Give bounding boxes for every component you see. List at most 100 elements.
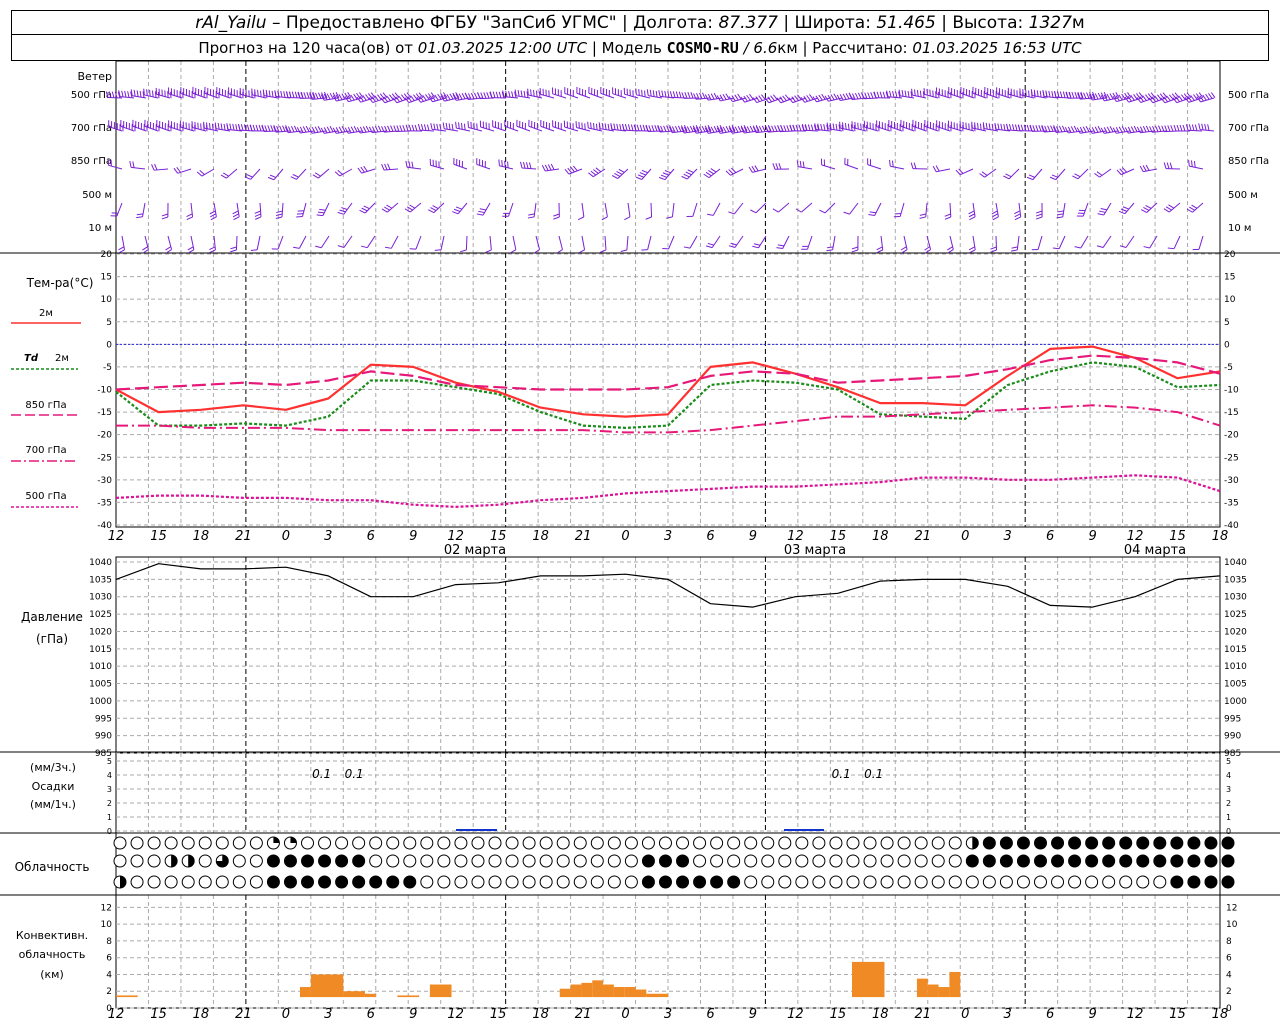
cloud-circle [437, 875, 451, 889]
wind-barb-feather [416, 96, 422, 103]
wind-barb-feather [1011, 124, 1015, 131]
wind-barb-feather [667, 91, 670, 98]
wind-barb-feather [814, 123, 817, 130]
wind-barb-feather [338, 126, 343, 133]
wind-barb-feather [1053, 91, 1057, 98]
wind-barb-feather [1171, 93, 1177, 99]
wind-barb-feather [208, 123, 211, 130]
wind-barb-feather [810, 124, 814, 131]
wind-barb-feather [620, 249, 628, 252]
wind-barb-feather [1026, 176, 1034, 181]
cloud-circle [1102, 836, 1116, 850]
cloud-circle [352, 854, 366, 868]
wind-barb-feather [404, 208, 411, 213]
wind-barb-feather [1147, 93, 1153, 99]
precip-unit-1h: (мм/1ч.) [30, 798, 76, 811]
wind-barb-staff [499, 165, 514, 170]
wind-barb-staff [457, 202, 468, 215]
wind-barb-feather [1062, 91, 1066, 98]
pressure-tick-left: 1005 [89, 680, 112, 690]
wind-barb-feather [1154, 95, 1159, 102]
wind-barb-feather [1058, 125, 1063, 133]
wind-barb-staff [1120, 168, 1135, 176]
wind-barb-feather [968, 246, 975, 251]
wind-barb-feather [685, 171, 692, 176]
wind-barb-feather [746, 126, 751, 133]
wind-barb-feather [1183, 93, 1189, 99]
wind-barb-feather [379, 93, 385, 99]
wind-barb-feather [235, 124, 238, 131]
cloud-circle [335, 875, 349, 889]
wind-barb-staff [960, 168, 974, 176]
wind-barb-feather [988, 123, 991, 130]
wind-barb-staff [708, 168, 721, 179]
wind-barb-feather [411, 161, 414, 169]
wind-barb-feather [365, 125, 370, 132]
wind-barb-feather [1175, 96, 1181, 102]
cloud-circle [846, 875, 860, 889]
wind-barb-feather [1136, 97, 1142, 103]
wind-barb-feather [315, 245, 322, 249]
wind-barb-feather [728, 211, 735, 215]
wind-barb-feather [916, 90, 919, 97]
wind-barb-staff [849, 202, 859, 215]
wind-barb-feather [847, 123, 850, 131]
cloud-circle [1051, 875, 1065, 889]
wind-barb-feather [689, 125, 694, 132]
cloud-circle [318, 836, 332, 850]
wind-barb-feather [386, 204, 393, 209]
wind-barb-feather [1166, 95, 1171, 102]
cloud-circle [454, 854, 468, 868]
wind-barb-feather [595, 123, 598, 130]
wind-barb-feather [257, 89, 259, 97]
wind-barb-feather [979, 173, 985, 178]
precip-bar [456, 829, 497, 831]
wind-barb-feather [127, 91, 130, 98]
wind-barb-feather [476, 213, 484, 216]
wind-barb-feather [1091, 93, 1096, 100]
wind-barb-feather [683, 173, 690, 178]
wind-barb-feather [437, 93, 442, 100]
date-label: 03 марта [784, 543, 846, 558]
wind-barb-feather [446, 94, 451, 101]
pressure-tick-left: 1010 [89, 662, 112, 672]
wind-barb-feather [434, 249, 442, 251]
conv-bar [343, 991, 365, 998]
wind-barb-feather [251, 88, 253, 95]
cloud-fill [188, 855, 195, 867]
wind-barb-feather [332, 92, 337, 99]
wind-barb-staff [1082, 202, 1089, 217]
wind-barb-feather [541, 165, 546, 172]
wind-barb-staff [568, 168, 583, 175]
wind-barb-feather [384, 163, 388, 170]
cloud-circle [403, 854, 417, 868]
wind-barb-feather [124, 90, 127, 98]
wind-barb-feather [350, 94, 355, 101]
wind-barb-feather [1149, 126, 1153, 133]
hour-tick-label: 21 [575, 1007, 592, 1022]
wind-barb-feather [1025, 89, 1027, 97]
wind-barb-feather [680, 127, 685, 134]
cloud-circle [471, 875, 485, 889]
cloud-circle [1119, 875, 1133, 889]
wind-barb-feather [1094, 173, 1100, 178]
wind-barb-feather [1186, 92, 1192, 98]
wind-barb-feather [817, 123, 820, 130]
precip-tick-right: 2 [1226, 799, 1231, 808]
cloud-circle [1102, 854, 1116, 868]
wind-barb-feather [755, 96, 760, 102]
wind-barb-feather [287, 126, 292, 133]
wind-barb-feather [353, 125, 358, 133]
cloud-circle [1051, 836, 1065, 850]
wind-barb-feather [309, 91, 313, 99]
wind-barb-feather [368, 126, 373, 133]
wind-barb-feather [982, 122, 985, 129]
wind-barb-feather [761, 125, 766, 132]
wind-barb-feather [599, 249, 607, 253]
wind-barb-feather [406, 92, 412, 98]
hour-tick-label: 0 [621, 529, 629, 544]
wind-barb-feather [428, 96, 433, 103]
hour-tick-label: 9 [1088, 1007, 1096, 1022]
cloud-circle [778, 854, 792, 868]
wind-barb-feather [710, 93, 715, 100]
